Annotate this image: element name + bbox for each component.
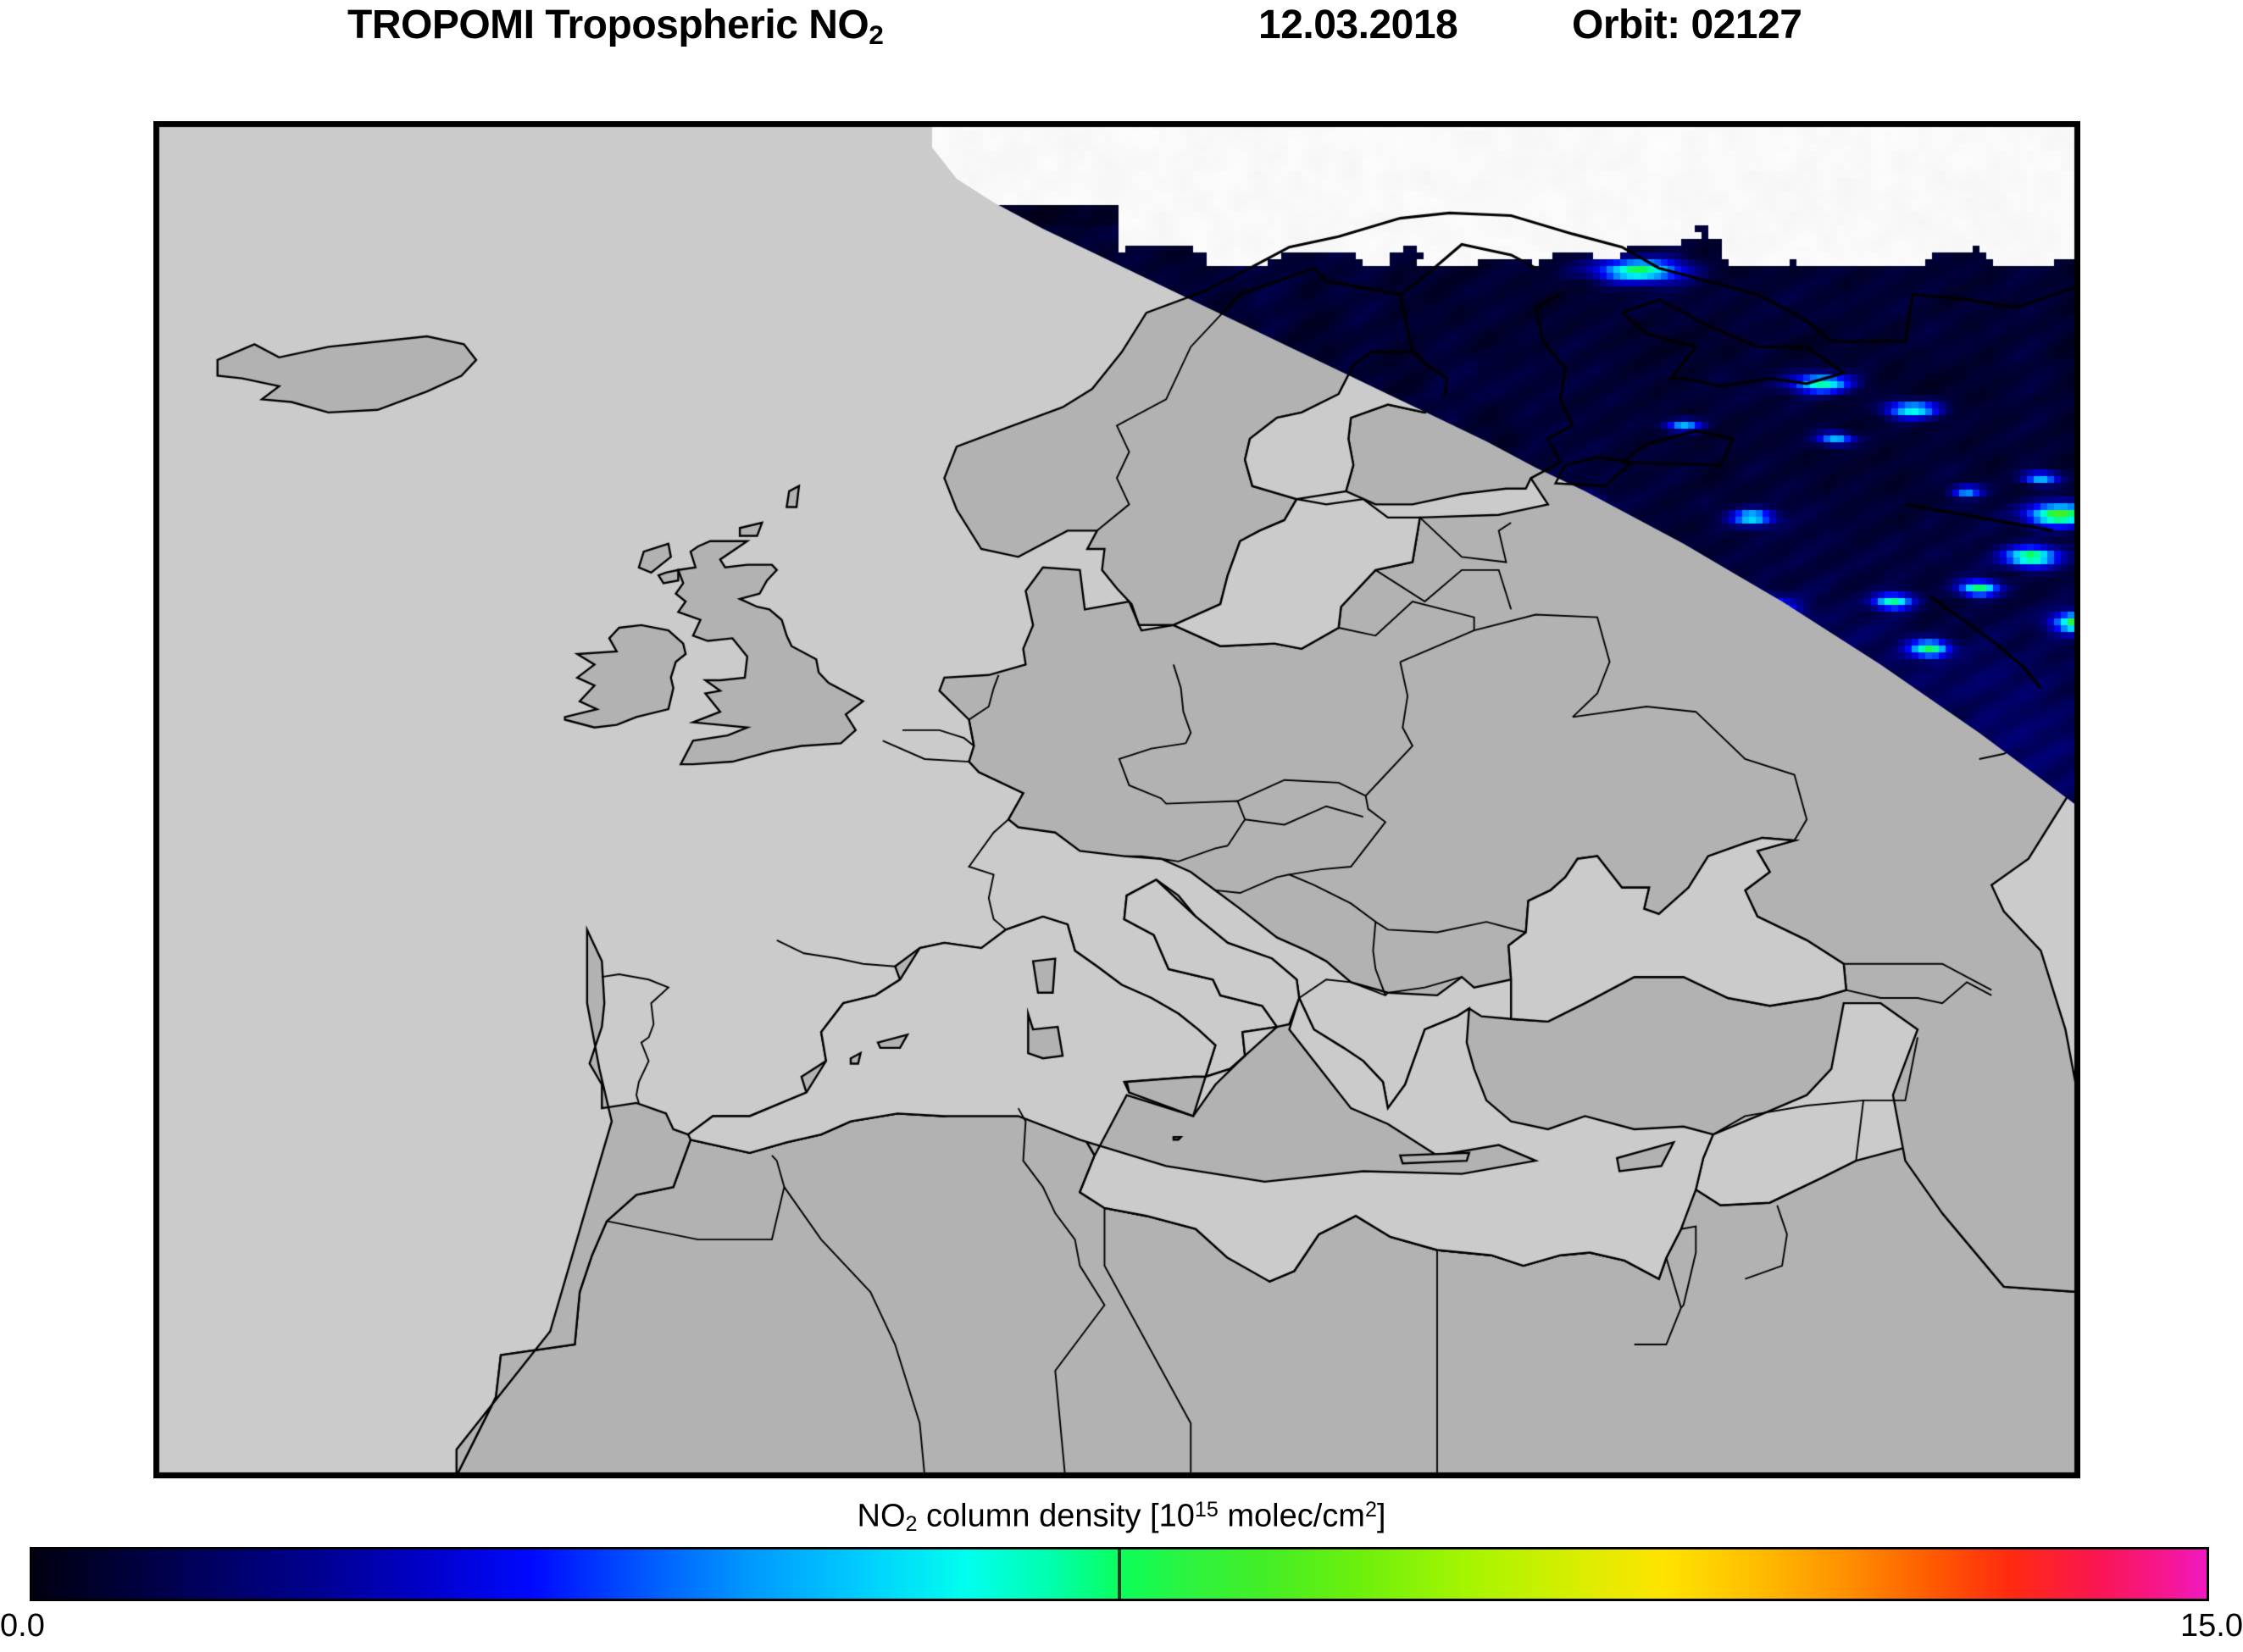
colorbar-gradient[interactable] bbox=[30, 1547, 2209, 1601]
colorbar-label-exponent2: 2 bbox=[1364, 1498, 1377, 1522]
colorbar-label-mid: column density [10 bbox=[917, 1498, 1195, 1534]
colorbar-tick-min: 0.0 bbox=[0, 1608, 45, 1644]
no2-swath-map bbox=[156, 124, 2078, 1476]
colorbar-label-exponent: 15 bbox=[1194, 1498, 1219, 1522]
title-product-subscript: 2 bbox=[869, 19, 884, 50]
title-date: 12.03.2018 bbox=[1258, 3, 1458, 47]
colorbar-wrap bbox=[30, 1547, 2209, 1601]
colorbar-label: NO2 column density [1015 molec/cm2] bbox=[0, 1498, 2243, 1537]
colorbar-label-sub: 2 bbox=[905, 1511, 918, 1536]
title-product-text: TROPOMI Tropospheric NO bbox=[347, 3, 869, 47]
map-panel[interactable] bbox=[153, 121, 2080, 1478]
colorbar-mid-tick bbox=[1118, 1549, 1121, 1599]
colorbar-tick-max: 15.0 bbox=[2180, 1608, 2243, 1644]
title-bar: TROPOMI Tropospheric NO2 12.03.2018 Orbi… bbox=[0, 0, 2243, 59]
title-orbit: Orbit: 02127 bbox=[1572, 3, 1802, 47]
colorbar-label-units: molec/cm bbox=[1218, 1498, 1365, 1534]
page-title: TROPOMI Tropospheric NO2 bbox=[347, 2, 884, 51]
colorbar-label-close: ] bbox=[1376, 1498, 1386, 1534]
colorbar-label-no: NO bbox=[857, 1498, 906, 1534]
